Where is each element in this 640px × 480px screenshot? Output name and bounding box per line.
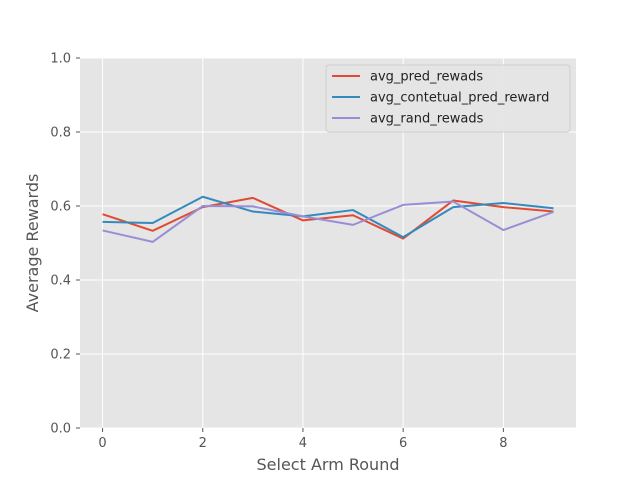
x-tick-label: 4 xyxy=(299,436,307,451)
legend-box xyxy=(325,64,571,133)
series-lines xyxy=(102,195,554,243)
y-tick-label: 0.6 xyxy=(50,200,71,215)
legend-label: avg_contetual_pred_reward xyxy=(370,91,549,106)
y-tick-label: 0.0 xyxy=(50,422,71,437)
x-axis-label: Select Arm Round xyxy=(257,455,400,474)
y-tick-label: 1.0 xyxy=(50,52,71,67)
grid-lines xyxy=(80,57,576,429)
y-tick-label: 0.4 xyxy=(50,274,71,289)
legend: avg_pred_rewads avg_contetual_pred_reward… xyxy=(325,64,571,133)
y-tick-label: 0.2 xyxy=(50,348,71,363)
axis-ticks: 0.0 0.2 0.4 0.6 0.8 1.0 0 2 4 6 8 xyxy=(50,52,507,452)
legend-label: avg_pred_rewads xyxy=(370,70,483,85)
x-tick-label: 0 xyxy=(98,436,106,451)
series-line xyxy=(102,195,554,239)
series-line xyxy=(102,200,554,243)
x-tick-label: 2 xyxy=(199,436,207,451)
y-tick-label: 0.8 xyxy=(50,126,71,141)
series-line xyxy=(102,196,554,240)
x-tick-label: 6 xyxy=(399,436,407,451)
legend-label: avg_rand_rewads xyxy=(370,112,484,127)
x-tick-label: 8 xyxy=(499,436,507,451)
y-axis-label: Average Rewards xyxy=(23,174,42,313)
